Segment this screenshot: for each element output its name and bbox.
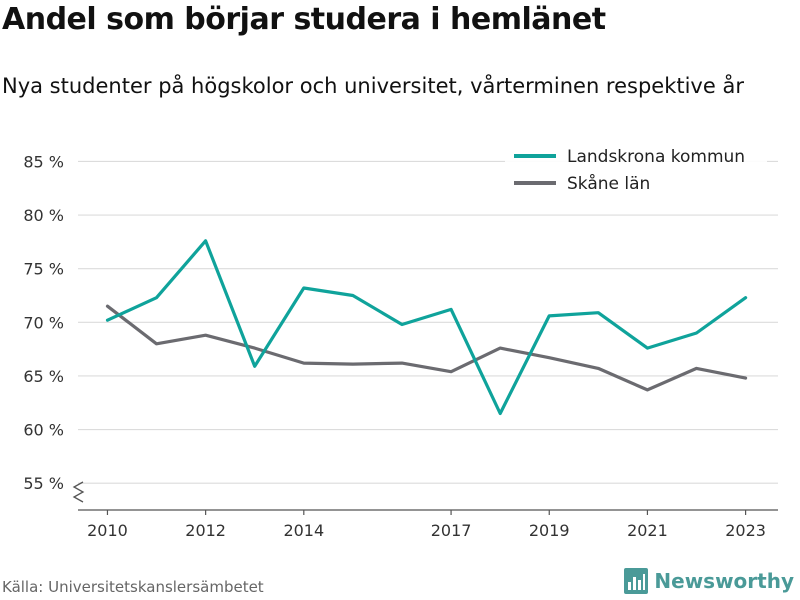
chart-subtitle: Nya studenter på högskolor och universit… xyxy=(2,74,744,98)
series-line xyxy=(105,304,748,392)
legend-label: Landskrona kommun xyxy=(567,147,745,167)
y-tick-label: 65 % xyxy=(23,367,64,386)
x-tick-label: 2014 xyxy=(283,521,324,540)
y-tick-label: 55 % xyxy=(23,474,64,493)
line-chart: 55 % 60 % 65 % 70 % 75 % 80 % 85 % 2010 2012 2014… xyxy=(23,140,778,540)
x-tick-label: 2023 xyxy=(725,521,766,540)
brand-logo: Newsworthy xyxy=(624,568,794,594)
legend-box xyxy=(505,140,767,204)
x-tick-label: 2012 xyxy=(185,521,226,540)
chart-title: Andel som börjar studera i hemlänet xyxy=(2,2,606,37)
y-tick-label: 80 % xyxy=(23,206,64,225)
legend-label: Skåne län xyxy=(567,173,650,194)
x-tick-label: 2017 xyxy=(431,521,472,540)
y-tick-label: 85 % xyxy=(23,152,64,171)
y-tick-label: 70 % xyxy=(23,313,64,332)
source-note: Källa: Universitetskanslersämbetet xyxy=(2,578,264,596)
series-line xyxy=(105,239,748,416)
axis-break-icon xyxy=(72,481,85,503)
y-tick-label: 75 % xyxy=(23,260,64,279)
brand-name: Newsworthy xyxy=(654,569,794,593)
x-tick-label: 2010 xyxy=(87,521,128,540)
x-tick-label: 2021 xyxy=(627,521,668,540)
y-tick-label: 60 % xyxy=(23,421,64,440)
bar-chart-logo-icon xyxy=(624,568,649,594)
x-tick-label: 2019 xyxy=(529,521,570,540)
